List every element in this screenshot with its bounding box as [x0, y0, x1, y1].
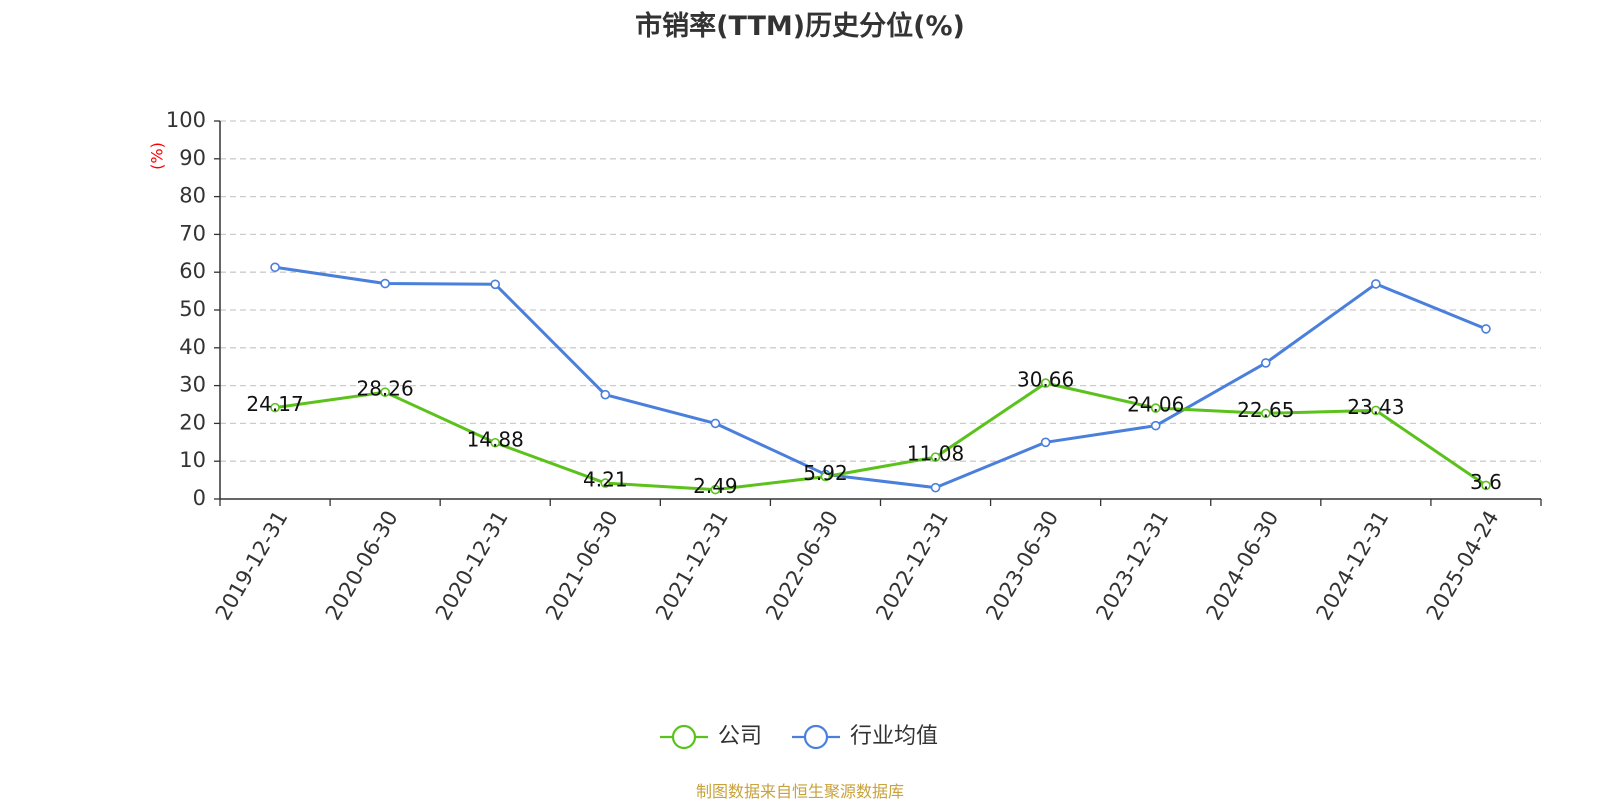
- series-line-1: [274, 265, 1487, 490]
- data-label: 30.66: [1017, 368, 1074, 392]
- y-tick-label: 90: [179, 146, 206, 170]
- chart-title: 市销率(TTM)历史分位(%): [635, 11, 965, 42]
- y-tick-label: 100: [166, 108, 206, 132]
- gridlines: [220, 120, 1541, 462]
- data-point: [1040, 437, 1051, 448]
- data-point: [930, 452, 941, 462]
- data-point: [1260, 408, 1271, 419]
- y-tick-label: 50: [179, 297, 206, 321]
- y-tick-label: 40: [179, 335, 206, 359]
- x-tick-label: 2022-06-30: [761, 507, 843, 625]
- data-point: [820, 471, 831, 482]
- x-tick-label: 2020-12-31: [431, 507, 513, 625]
- x-tick-label: 2019-12-31: [211, 507, 293, 625]
- series-line-0: [274, 381, 1487, 492]
- data-point: [710, 418, 721, 429]
- y-tick-label: 20: [179, 410, 206, 434]
- data-label: 5.92: [803, 461, 848, 485]
- data-label: 24.06: [1127, 393, 1184, 417]
- x-tick-label: 2023-06-30: [981, 507, 1063, 625]
- data-label: 22.65: [1237, 398, 1294, 422]
- data-point: [1371, 279, 1381, 289]
- y-tick-label: 80: [179, 184, 206, 208]
- data-point: [490, 437, 501, 448]
- x-tick-label: 2024-12-31: [1312, 507, 1394, 625]
- data-point: [600, 478, 611, 488]
- x-tick-label: 2021-12-31: [651, 507, 733, 625]
- data-point: [1150, 420, 1161, 431]
- axes: 0 10 20 30 40 50 60 70 80 90 100 2019-12-31 2020-06-…: [166, 108, 1542, 625]
- legend-label: 行业均值: [850, 724, 938, 749]
- data-point: [380, 387, 390, 397]
- x-tick-label: 2021-06-30: [541, 507, 623, 625]
- data-point: [1481, 480, 1491, 491]
- data-point: [930, 482, 941, 493]
- y-tick-label: 10: [179, 448, 206, 472]
- y-axis-label: (%): [148, 142, 167, 170]
- data-label: 4.21: [583, 468, 628, 492]
- legend-marker: [671, 724, 697, 750]
- data-point: [490, 279, 501, 290]
- y-tick-label: 30: [179, 373, 206, 397]
- data-point: [1150, 403, 1161, 413]
- x-tick-label: 2025-04-24: [1422, 507, 1504, 625]
- y-tick-label: 60: [179, 259, 206, 283]
- data-point: [1260, 358, 1271, 368]
- data-point: [1371, 405, 1381, 416]
- data-point: [270, 402, 280, 413]
- data-label: 11.08: [907, 442, 964, 466]
- data-label: 3.6: [1470, 470, 1502, 494]
- x-tick-label: 2023-12-31: [1091, 507, 1173, 625]
- data-label: 2.49: [693, 474, 738, 498]
- y-tick-label: 0: [193, 486, 206, 510]
- x-tick-label: 2024-06-30: [1202, 507, 1284, 625]
- legend-marker: [803, 724, 829, 750]
- data-label: 28.26: [356, 377, 413, 401]
- data-point: [380, 278, 390, 289]
- legend-label: 公司: [718, 724, 762, 749]
- data-source-note: 制图数据来自恒生聚源数据库: [695, 782, 904, 801]
- data-label: 24.17: [246, 392, 303, 416]
- data-label: 23.43: [1347, 395, 1404, 419]
- data-point: [1040, 378, 1051, 388]
- x-tick-label: 2022-12-31: [871, 507, 953, 625]
- data-point: [270, 262, 280, 273]
- data-label: 14.88: [467, 427, 524, 451]
- legend: 公司 行业均值: [660, 724, 938, 750]
- data-point: [710, 484, 721, 495]
- data-point: [600, 389, 611, 400]
- data-labels: 24.17 28.26 14.88 4.21 2.49 5.92 11.08 30.66 24.…: [246, 368, 1501, 498]
- series-lines: [270, 262, 1491, 495]
- data-point: [1481, 324, 1491, 334]
- x-tick-label: 2020-06-30: [321, 507, 403, 625]
- y-tick-label: 70: [179, 221, 206, 245]
